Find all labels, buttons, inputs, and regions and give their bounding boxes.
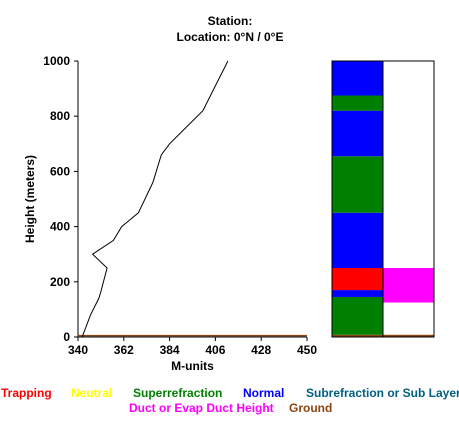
layer-bars [331, 60, 435, 338]
station-title: Station: [207, 14, 253, 28]
layer-segment-left [332, 156, 383, 213]
y-tick-label: 200 [50, 275, 70, 289]
location-title: Location: 0°N / 0°E [176, 30, 284, 44]
layer-segment-left [332, 212, 383, 268]
layer-segment-left [332, 334, 383, 337]
layer-segment-left [332, 268, 383, 291]
legend-normal: Normal [243, 386, 285, 400]
m-unit-profile-line [81, 60, 229, 338]
x-tick-label: 450 [297, 343, 317, 357]
x-tick-label: 362 [114, 343, 134, 357]
legend-duct: Duct or Evap Duct Height [129, 401, 274, 415]
y-tick-label: 400 [50, 220, 70, 234]
legend-subrefraction: Subrefraction or Sub Layer [306, 386, 459, 400]
x-tick-label: 384 [160, 343, 180, 357]
layer-segment-right [383, 334, 434, 337]
y-axis-label: Height (meters) [23, 155, 37, 243]
legend-ground: Ground [289, 401, 333, 415]
x-tick-label: 340 [68, 343, 88, 357]
x-axis-label: M-units [171, 359, 214, 373]
y-tick-label: 800 [50, 109, 70, 123]
layer-segment-left [332, 61, 383, 96]
layer-segment-right [383, 268, 434, 303]
x-tick-label: 406 [205, 343, 225, 357]
plot-area: 340 362 384 406 428 450 0 200 400 600 800 1000 M-uni… [23, 54, 317, 373]
layer-segment-left [332, 95, 383, 111]
y-tick-label: 1000 [43, 54, 70, 68]
legend-superrefraction: Superrefraction [133, 386, 223, 400]
legend-neutral: Neutral [71, 386, 113, 400]
layer-segment-left [332, 110, 383, 157]
x-tick-label: 428 [251, 343, 271, 357]
y-tick-label: 0 [63, 330, 70, 344]
layer-segment-left [332, 296, 383, 335]
y-tick-label: 600 [50, 164, 70, 178]
layer-segment-left [332, 290, 383, 297]
legend-trapping: Trapping [1, 386, 52, 400]
